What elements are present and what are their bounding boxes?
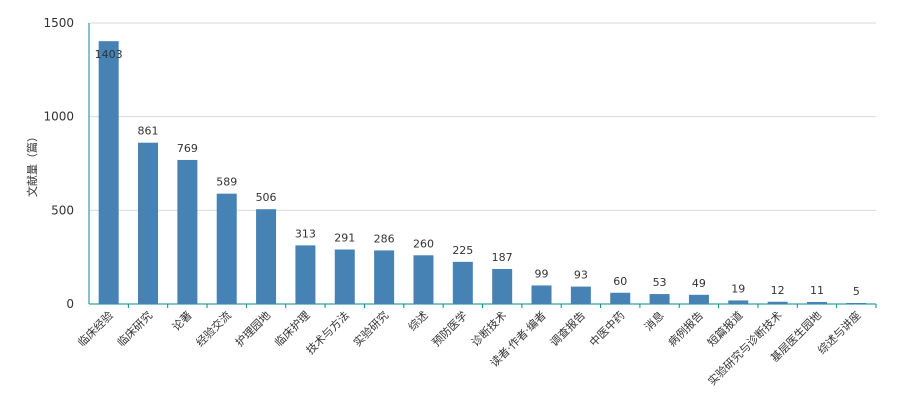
bar[interactable]: [177, 159, 198, 304]
data-label: 589: [216, 176, 237, 189]
data-label: 313: [295, 227, 316, 240]
data-label: 11: [810, 284, 824, 297]
data-label: 99: [535, 267, 549, 280]
bar[interactable]: [688, 294, 709, 304]
bar[interactable]: [374, 250, 395, 304]
bar[interactable]: [610, 292, 631, 304]
bar[interactable]: [728, 300, 749, 304]
bars: [98, 41, 867, 305]
data-label: 12: [771, 284, 785, 297]
data-label: 93: [574, 269, 588, 282]
x-tick-label: 短篇报道: [704, 308, 745, 349]
data-label: 1403: [95, 48, 123, 61]
data-label: 53: [653, 276, 667, 289]
grid-lines: [89, 22, 876, 211]
y-tick-label: 1500: [43, 16, 74, 30]
x-tick-label: 实验研究与诊断技术: [705, 308, 785, 388]
bar[interactable]: [413, 255, 434, 304]
bar[interactable]: [452, 261, 473, 304]
data-label: 60: [613, 275, 627, 288]
data-label: 506: [256, 191, 277, 204]
x-tick-label: 综述: [405, 308, 430, 333]
x-tick-label: 调查报告: [547, 308, 588, 349]
bar[interactable]: [98, 41, 119, 305]
x-tick-label: 技术与方法: [303, 308, 352, 357]
x-tick-label: 综述与讲座: [815, 308, 864, 357]
x-tick-label: 临床护理: [272, 308, 313, 349]
x-tick-label: 中医中药: [587, 309, 627, 349]
x-tick-label: 临床研究: [114, 308, 155, 349]
bar[interactable]: [531, 285, 552, 304]
x-tick-label: 临床经验: [75, 308, 116, 349]
bar[interactable]: [216, 193, 237, 304]
data-label: 19: [731, 282, 745, 295]
data-label: 260: [413, 237, 434, 250]
data-label: 225: [452, 244, 473, 257]
x-tick-label: 经验交流: [193, 308, 234, 349]
y-axis-title: 文献量（篇）: [25, 131, 39, 197]
bar[interactable]: [806, 301, 827, 304]
bar[interactable]: [767, 301, 788, 304]
x-tick-label: 护理园地: [232, 308, 273, 349]
labels: 0 500 1000 1500 1403 临床经验 861 临床研究 769 论著 589 经验交流 5…: [43, 16, 863, 388]
data-label: 861: [138, 125, 159, 138]
x-tick-label: 消息: [641, 308, 666, 333]
bar[interactable]: [570, 286, 591, 304]
data-label: 286: [374, 232, 395, 245]
x-tick-label: 预防医学: [429, 308, 470, 349]
data-label: 291: [334, 231, 355, 244]
bar[interactable]: [492, 268, 513, 304]
data-label: 49: [692, 277, 706, 290]
data-label: 187: [492, 251, 513, 264]
data-label: 5: [853, 285, 860, 298]
x-tick-label: 诊断技术: [468, 308, 509, 349]
bar[interactable]: [846, 303, 867, 304]
axes: [88, 23, 877, 308]
x-tick-label: 实验研究: [350, 308, 391, 349]
bar[interactable]: [256, 209, 277, 304]
data-label: 769: [177, 142, 198, 155]
bar[interactable]: [649, 294, 670, 304]
y-tick-label: 1000: [43, 110, 74, 124]
bar[interactable]: [334, 249, 355, 304]
bar[interactable]: [295, 245, 316, 304]
bar[interactable]: [138, 142, 159, 304]
y-tick-label: 0: [66, 297, 74, 311]
x-tick-label: 病例报告: [665, 308, 706, 349]
x-tick-label: 论著: [169, 308, 194, 333]
y-tick-label: 500: [51, 203, 74, 217]
